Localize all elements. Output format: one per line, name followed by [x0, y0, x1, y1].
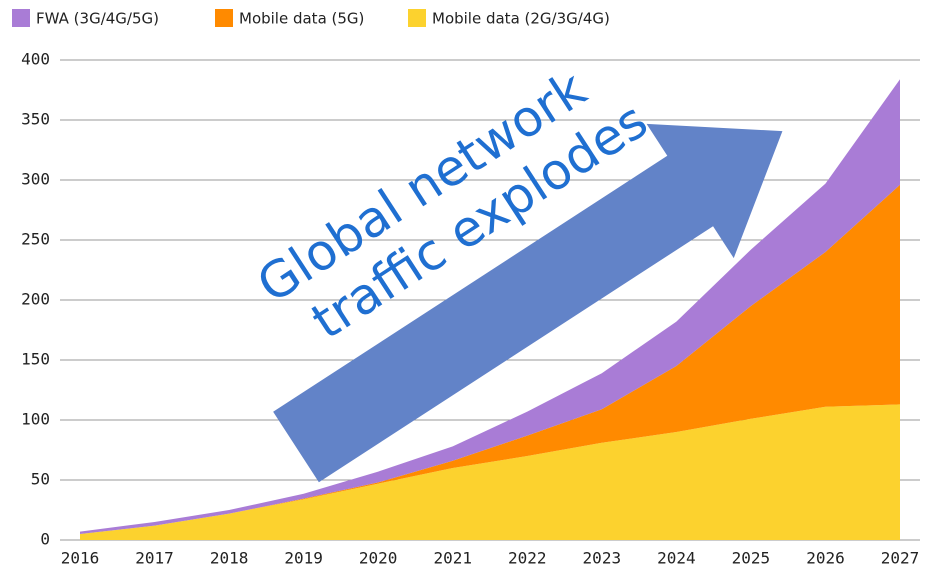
legend-item: Mobile data (5G): [215, 9, 364, 28]
x-tick-label: 2018: [210, 549, 249, 568]
x-tick-label: 2016: [61, 549, 100, 568]
trend-arrow: [273, 123, 783, 483]
x-tick-label: 2024: [657, 549, 696, 568]
y-tick-label: 200: [21, 290, 50, 309]
x-tick-label: 2026: [806, 549, 845, 568]
legend-swatch: [215, 9, 233, 27]
x-tick-label: 2023: [583, 549, 622, 568]
area: [80, 404, 900, 540]
x-tick-label: 2021: [433, 549, 472, 568]
x-tick-label: 2020: [359, 549, 398, 568]
x-tick-label: 2025: [732, 549, 771, 568]
x-tick-label: 2027: [881, 549, 920, 568]
y-tick-label: 250: [21, 230, 50, 249]
y-tick-label: 300: [21, 170, 50, 189]
legend-label: FWA (3G/4G/5G): [36, 10, 159, 28]
y-tick-label: 150: [21, 350, 50, 369]
legend-swatch: [408, 9, 426, 27]
legend-swatch: [12, 9, 30, 27]
y-tick-label: 400: [21, 50, 50, 69]
x-tick-label: 2022: [508, 549, 547, 568]
legend-label: Mobile data (2G/3G/4G): [432, 10, 610, 28]
legend-label: Mobile data (5G): [239, 10, 364, 28]
y-tick-label: 100: [21, 410, 50, 429]
x-tick-label: 2019: [284, 549, 323, 568]
legend-item: Mobile data (2G/3G/4G): [408, 9, 610, 28]
arrow-shape: [273, 123, 783, 483]
y-tick-label: 350: [21, 110, 50, 129]
x-tick-label: 2017: [135, 549, 174, 568]
area: [80, 184, 900, 535]
y-tick-label: 50: [31, 470, 50, 489]
area: [80, 79, 900, 534]
legend-item: FWA (3G/4G/5G): [12, 9, 159, 28]
y-tick-label: 0: [40, 530, 50, 549]
